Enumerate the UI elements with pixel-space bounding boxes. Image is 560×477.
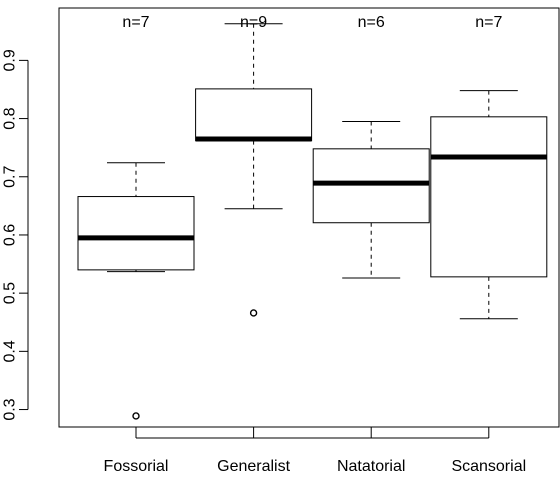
count-labels-layer: n=7 n=9 n=6 n=7 xyxy=(122,14,502,31)
box-fossorial xyxy=(77,162,195,420)
x-axis: Fossorial Generalist Natatorial Scansorial xyxy=(104,427,526,475)
outlier-point xyxy=(249,309,258,317)
boxes-layer xyxy=(77,23,548,420)
count-label: n=7 xyxy=(122,14,149,31)
outlier-point xyxy=(132,412,140,420)
y-tick-label: 0.9 xyxy=(2,49,19,71)
y-tick-label: 0.3 xyxy=(2,398,19,420)
iqr-box xyxy=(312,148,430,224)
y-tick-label: 0.5 xyxy=(2,282,19,304)
x-category-label: Natatorial xyxy=(337,458,405,475)
iqr-box xyxy=(430,116,548,278)
plot-frame xyxy=(58,7,560,428)
x-category-label: Fossorial xyxy=(104,458,169,475)
iqr-box xyxy=(195,88,313,142)
box-natatorial xyxy=(312,120,430,279)
y-tick-label: 0.8 xyxy=(2,107,19,129)
count-label: n=9 xyxy=(240,14,267,31)
box-generalist xyxy=(195,23,313,317)
count-label: n=6 xyxy=(358,14,385,31)
y-tick-label: 0.7 xyxy=(2,166,19,188)
y-axis: 0.3 0.4 0.5 0.6 0.7 0.8 0.9 xyxy=(2,49,29,421)
box-scansorial xyxy=(430,90,548,320)
x-category-label: Scansorial xyxy=(451,458,526,475)
count-label: n=7 xyxy=(475,14,502,31)
iqr-box xyxy=(77,196,195,271)
x-category-label: Generalist xyxy=(217,458,290,475)
y-tick-label: 0.6 xyxy=(2,224,19,246)
y-tick-label: 0.4 xyxy=(2,340,19,362)
